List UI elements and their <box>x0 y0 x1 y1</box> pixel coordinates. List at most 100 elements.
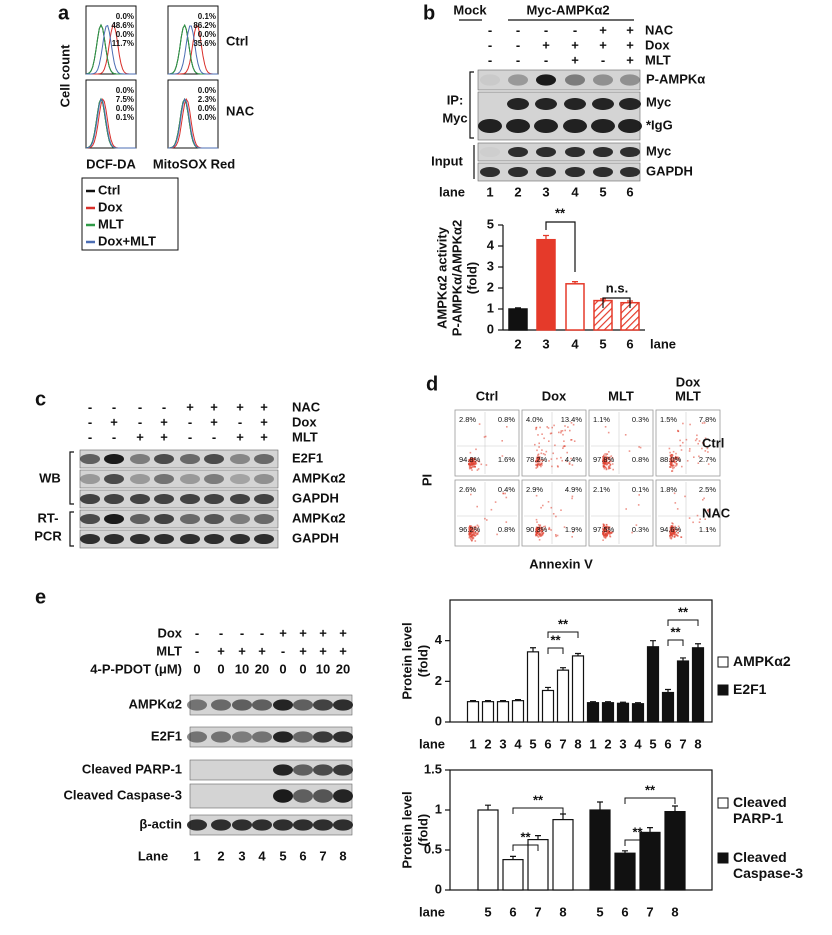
cell-dot <box>568 463 571 465</box>
cell-dot <box>609 460 611 463</box>
cell-dot <box>555 535 557 538</box>
bar <box>586 702 600 723</box>
dot-plot-frame <box>655 409 721 477</box>
cell-dot <box>535 528 538 530</box>
treatment-sign: + <box>299 643 307 658</box>
quadrant-percentage: 2.5% <box>699 485 716 494</box>
blot-label: Myc <box>646 94 671 109</box>
x-axis-label: lane <box>419 736 445 751</box>
cell-dot <box>476 532 479 535</box>
y-tick-label: 0 <box>487 321 494 336</box>
quadrant-percentage: 1.9% <box>565 525 582 534</box>
blot-band <box>273 789 293 803</box>
cell-dot <box>669 463 671 466</box>
cell-dot <box>603 528 605 531</box>
cell-dot <box>703 422 706 424</box>
blot-band <box>211 819 231 831</box>
blot-label: GAPDH <box>646 163 693 178</box>
cell-dot <box>550 506 553 509</box>
cell-dot <box>697 462 700 464</box>
cell-dot <box>504 492 506 495</box>
cell-dot <box>476 505 478 508</box>
percentage: 0.0% <box>116 30 134 39</box>
cell-dot <box>671 462 673 465</box>
cell-dot <box>669 526 672 529</box>
cell-dot <box>676 463 678 465</box>
panel-label: d <box>426 373 438 395</box>
blot-band <box>293 789 313 803</box>
cell-dot <box>671 466 674 468</box>
x-tick-label: 7 <box>559 736 566 751</box>
cell-dot <box>604 426 607 428</box>
cell-dot <box>707 451 709 453</box>
cell-dot <box>703 443 705 445</box>
blot-band <box>230 533 250 545</box>
legend-label: AMPKα2 <box>733 653 791 669</box>
error-bar <box>530 647 536 652</box>
cell-dot <box>570 457 572 460</box>
cell-dot <box>469 465 471 467</box>
cell-dot <box>604 461 607 463</box>
quadrant-percentage: 0.3% <box>632 415 649 424</box>
column-label: MLT <box>608 388 634 403</box>
blot-band <box>618 119 642 133</box>
error-bar <box>515 699 521 701</box>
treatment-name: Dox <box>292 414 317 429</box>
cell-dot <box>544 528 546 530</box>
cell-dot <box>538 446 540 448</box>
cell-dot <box>469 528 472 530</box>
treatment-sign: + <box>626 52 634 67</box>
treatment-sign: + <box>571 52 579 67</box>
cell-dot <box>545 450 548 453</box>
percentage: 0.0% <box>116 86 134 95</box>
blot-band <box>508 146 528 158</box>
group-bracket <box>469 71 474 139</box>
blot-band <box>104 473 124 485</box>
blot-band <box>591 119 615 133</box>
cell-dot <box>540 527 542 529</box>
cell-dot <box>674 455 677 458</box>
blot-band <box>104 533 124 545</box>
x-axis-label: lane <box>419 904 445 919</box>
blot-band <box>180 533 200 545</box>
significance-bracket <box>667 639 684 646</box>
cell-dot <box>470 466 473 469</box>
histogram-frame <box>167 79 219 149</box>
cell-dot <box>608 465 610 467</box>
cell-dot <box>537 434 539 436</box>
error-bar <box>500 700 506 702</box>
cell-dot <box>605 455 607 457</box>
significance-bracket <box>624 797 676 804</box>
error-bar <box>622 850 628 854</box>
cell-dot <box>689 448 691 450</box>
blot-strip <box>477 142 641 162</box>
cell-dot <box>670 455 672 458</box>
treatment-name: NAC <box>645 22 674 37</box>
cell-dot <box>698 440 701 442</box>
annotation: n.s. <box>606 280 628 295</box>
cell-dot <box>672 458 674 460</box>
cell-dot <box>535 531 537 534</box>
blot-band <box>565 74 585 86</box>
cell-dot <box>541 449 543 451</box>
cell-dot <box>535 459 537 462</box>
cell-dot <box>540 535 543 537</box>
cell-dot <box>560 431 562 434</box>
cell-dot <box>546 426 548 428</box>
treatment-sign: - <box>188 429 192 444</box>
cell-dot <box>540 465 542 468</box>
cell-dot <box>611 457 614 459</box>
cell-dot <box>468 467 471 470</box>
blot-band <box>180 513 200 525</box>
cell-dot <box>639 446 642 449</box>
cell-dot <box>535 494 538 497</box>
cell-dot <box>474 525 477 528</box>
quadrant-percentage: 1.1% <box>699 525 716 534</box>
cell-dot <box>541 462 543 464</box>
cell-dot <box>473 460 475 463</box>
quadrant-percentage: 2.1% <box>593 485 610 494</box>
quadrant-percentage: 78.2% <box>526 455 548 464</box>
quadrant-percentage: 1.5% <box>660 415 677 424</box>
cell-dot <box>501 455 504 457</box>
quadrant-percentage: 96.2% <box>459 525 481 534</box>
